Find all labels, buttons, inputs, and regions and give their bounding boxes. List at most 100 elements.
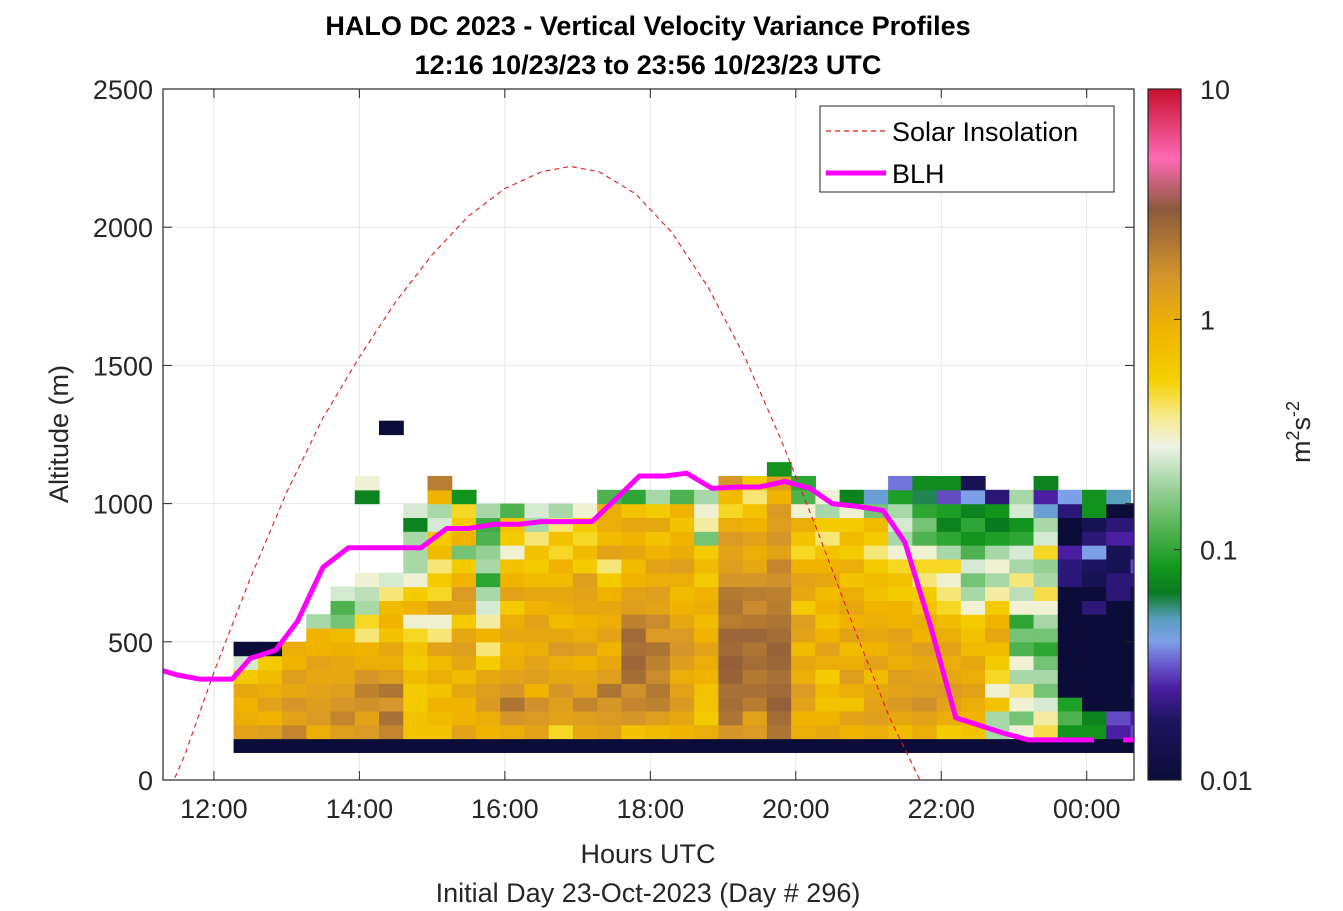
- heatmap-cell: [718, 655, 744, 671]
- heatmap-cell: [888, 655, 913, 671]
- colorbar-tick-label: 0.1: [1200, 536, 1238, 566]
- heatmap-cell: [427, 600, 453, 615]
- heatmap-cell: [572, 738, 598, 753]
- heatmap-cell: [621, 558, 647, 574]
- heatmap-cell: [1057, 558, 1083, 574]
- heatmap-cell: [572, 572, 598, 588]
- colorbar-tick-label: 10: [1200, 75, 1230, 105]
- heatmap-cell: [1082, 627, 1107, 643]
- heatmap-cell: [815, 545, 841, 560]
- heatmap-cell: [742, 600, 768, 615]
- heatmap-cell: [451, 572, 477, 588]
- heatmap-cell: [1130, 669, 1134, 684]
- heatmap-cell: [500, 531, 526, 546]
- heatmap-cell: [912, 641, 938, 657]
- heatmap-cell: [1057, 697, 1083, 712]
- heatmap-cell: [1057, 724, 1083, 740]
- heatmap-cell: [1130, 655, 1134, 671]
- heatmap-cell: [379, 738, 404, 753]
- heatmap-cell: [1179, 711, 1204, 725]
- heatmap-cell: [645, 655, 671, 671]
- heatmap-cell: [1009, 600, 1035, 615]
- heatmap-cell: [451, 558, 477, 574]
- heatmap-cell: [403, 641, 429, 657]
- heatmap-cell: [1130, 724, 1134, 740]
- heatmap-cell: [403, 531, 429, 546]
- heatmap-cell: [500, 683, 526, 698]
- heatmap-cell: [888, 641, 913, 657]
- heatmap-cell: [233, 710, 259, 726]
- heatmap-cell: [1009, 586, 1035, 601]
- heatmap-cell: [669, 600, 695, 615]
- heatmap-cell: [742, 572, 768, 588]
- heatmap-cell: [1082, 697, 1107, 712]
- heatmap-cell: [1033, 697, 1059, 712]
- heatmap-cell: [548, 503, 574, 519]
- heatmap-cell: [985, 558, 1010, 574]
- heatmap-cell: [1009, 545, 1035, 560]
- heatmap-cell: [936, 517, 962, 532]
- heatmap-cell: [354, 655, 380, 671]
- heatmap-cell: [451, 669, 477, 684]
- heatmap-cell: [985, 531, 1010, 546]
- heatmap-cell: [1082, 614, 1107, 629]
- heatmap-cell: [694, 641, 719, 657]
- heatmap-cell: [1033, 655, 1059, 671]
- heatmap-cell: [718, 683, 744, 698]
- heatmap-cell: [306, 697, 332, 712]
- heatmap-cell: [1179, 421, 1204, 435]
- heatmap-cell: [912, 697, 938, 712]
- heatmap-cell: [621, 738, 647, 753]
- heatmap-cell: [548, 655, 574, 671]
- heatmap-cell: [475, 627, 501, 643]
- heatmap-cell: [766, 545, 792, 560]
- heatmap-cell: [645, 697, 671, 712]
- colorbar-tick-label: 1: [1200, 305, 1215, 335]
- heatmap-cell: [1130, 517, 1134, 532]
- heatmap-cell: [306, 655, 332, 671]
- heatmap-cell: [1082, 655, 1107, 671]
- heatmap-cell: [354, 586, 380, 601]
- heatmap-cell: [839, 710, 865, 726]
- heatmap-cell: [863, 669, 889, 684]
- heatmap-cell: [766, 683, 792, 698]
- heatmap-cell: [1057, 531, 1083, 546]
- heatmap-cell: [1082, 683, 1107, 698]
- y-tick-label: 1000: [93, 490, 153, 520]
- heatmap-cell: [791, 572, 816, 588]
- heatmap-cell: [282, 655, 307, 671]
- heatmap-cell: [1057, 655, 1083, 671]
- heatmap-cell: [888, 586, 913, 601]
- heatmap-cell: [694, 697, 719, 712]
- heatmap-cell: [718, 586, 744, 601]
- heatmap-cell: [451, 614, 477, 629]
- heatmap-cell: [1033, 558, 1059, 574]
- heatmap-cell: [645, 558, 671, 574]
- heatmap-cell: [718, 710, 744, 726]
- heatmap-cell: [451, 724, 477, 740]
- heatmap-cell: [669, 586, 695, 601]
- heatmap-cell: [330, 683, 356, 698]
- heatmap-cell: [936, 572, 962, 588]
- heatmap-cell: [354, 724, 380, 740]
- heatmap-cell: [451, 503, 477, 519]
- heatmap-cell: [379, 572, 404, 588]
- heatmap-cell: [403, 558, 429, 574]
- heatmap-cell: [1033, 531, 1059, 546]
- heatmap-cell: [597, 531, 623, 546]
- heatmap-cell: [621, 683, 647, 698]
- heatmap-cell: [863, 627, 889, 643]
- heatmap-cell: [742, 531, 768, 546]
- heatmap-cell: [742, 545, 768, 560]
- heatmap-cell: [403, 517, 429, 532]
- heatmap-cell: [548, 683, 574, 698]
- heatmap-cell: [500, 600, 526, 615]
- heatmap-cell: [1057, 641, 1083, 657]
- heatmap-cell: [427, 641, 453, 657]
- heatmap-cell: [403, 669, 429, 684]
- heatmap-cell: [645, 669, 671, 684]
- heatmap-cell: [306, 710, 332, 726]
- heatmap-cell: [985, 517, 1010, 532]
- heatmap-cell: [597, 683, 623, 698]
- heatmap-cell: [863, 655, 889, 671]
